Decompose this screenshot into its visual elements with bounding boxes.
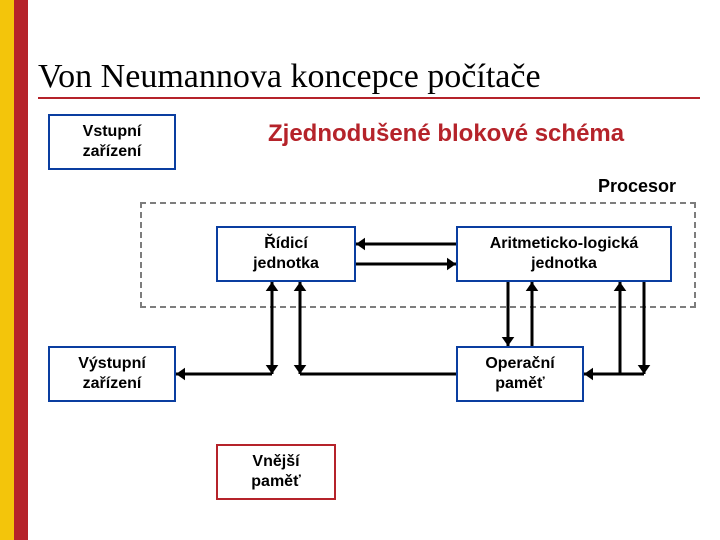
connectors-layer	[0, 0, 720, 540]
diagram-stage: Von Neumannova koncepce počítače Vstupní…	[0, 0, 720, 540]
